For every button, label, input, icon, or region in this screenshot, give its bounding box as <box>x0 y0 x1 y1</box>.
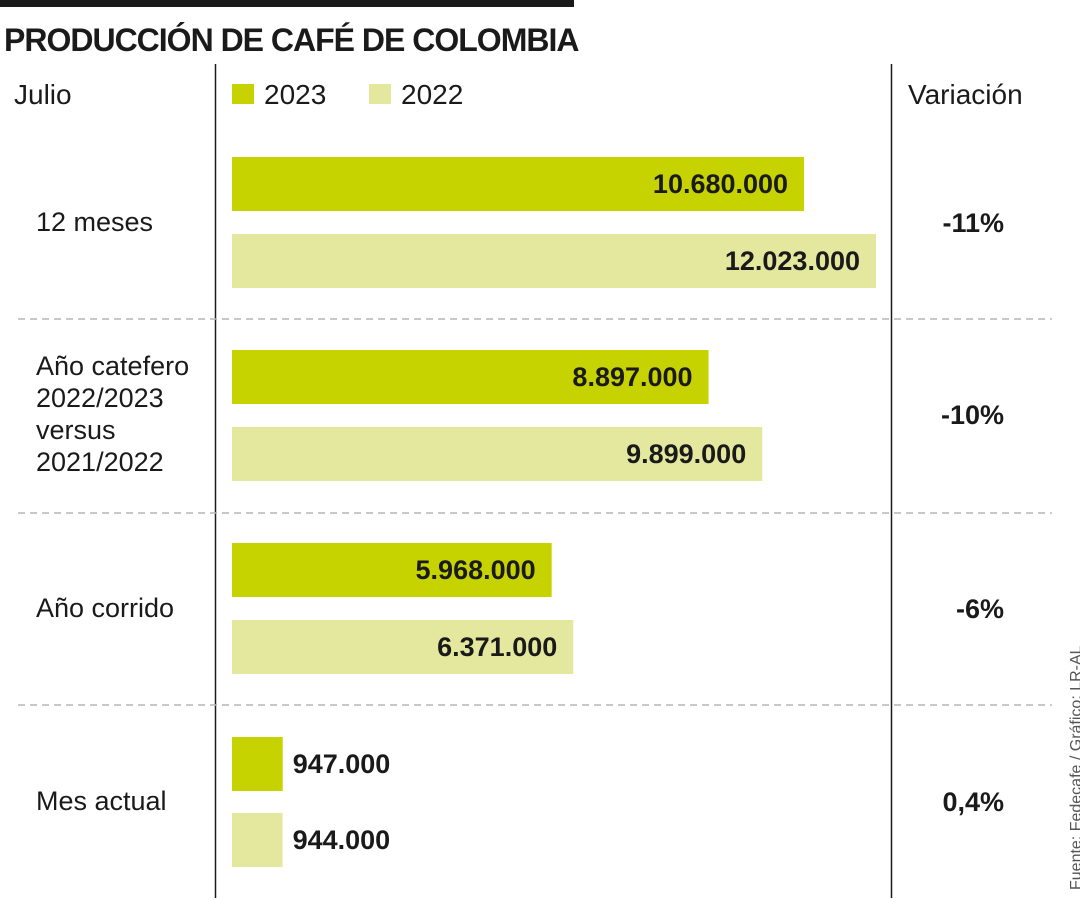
bar-2022 <box>232 427 763 481</box>
bar-value-label-2022: 12.023.000 <box>725 246 860 276</box>
category-label-line: Mes actual <box>36 786 167 816</box>
bar-value-label-2022: 9.899.000 <box>626 439 746 469</box>
category-label: Año corrido <box>36 593 174 623</box>
bar-2023 <box>232 543 552 597</box>
bar-value-label-2023: 947.000 <box>293 749 391 779</box>
bar-2023 <box>232 737 283 791</box>
bar-value-label-2022: 944.000 <box>293 825 391 855</box>
category-label: 12 meses <box>36 207 153 237</box>
top-rule <box>0 0 574 7</box>
category-label-line: 2021/2022 <box>36 447 164 477</box>
variation-value: -10% <box>941 400 1004 430</box>
bar-2023 <box>232 157 805 211</box>
category-label: Mes actual <box>36 786 167 816</box>
category-label-line: Año corrido <box>36 593 174 623</box>
category-label: Año catefero 2022/2023 versus 2021/2022 <box>36 351 189 477</box>
category-label-line: Año catefero <box>36 351 189 381</box>
bar-2022 <box>232 813 283 867</box>
legend-swatch-2023 <box>232 84 254 104</box>
legend-swatch-2022 <box>369 84 391 104</box>
bar-value-label-2023: 8.897.000 <box>572 362 692 392</box>
chart-title: PRODUCCIÓN DE CAFÉ DE COLOMBIA <box>4 22 579 58</box>
bar-2022 <box>232 620 574 674</box>
category-label-line: 12 meses <box>36 207 153 237</box>
variation-header: Variación <box>908 79 1023 110</box>
bar-2022 <box>232 234 876 288</box>
bar-2023 <box>232 350 709 404</box>
bar-value-label-2023: 10.680.000 <box>653 169 788 199</box>
variation-value: 0,4% <box>942 787 1004 817</box>
variation-value: -11% <box>942 208 1004 238</box>
category-label-line: versus <box>36 415 116 445</box>
category-header: Julio <box>14 79 72 110</box>
category-label-line: 2022/2023 <box>36 383 164 413</box>
legend-label-2022: 2022 <box>401 79 463 110</box>
legend-label-2023: 2023 <box>264 79 326 110</box>
source-note: Fuente: Fedecafe / Gráfico: LR-AL <box>1068 645 1080 890</box>
bar-value-label-2023: 5.968.000 <box>416 555 536 585</box>
variation-value: -6% <box>956 594 1004 624</box>
bar-value-label-2022: 6.371.000 <box>437 632 557 662</box>
